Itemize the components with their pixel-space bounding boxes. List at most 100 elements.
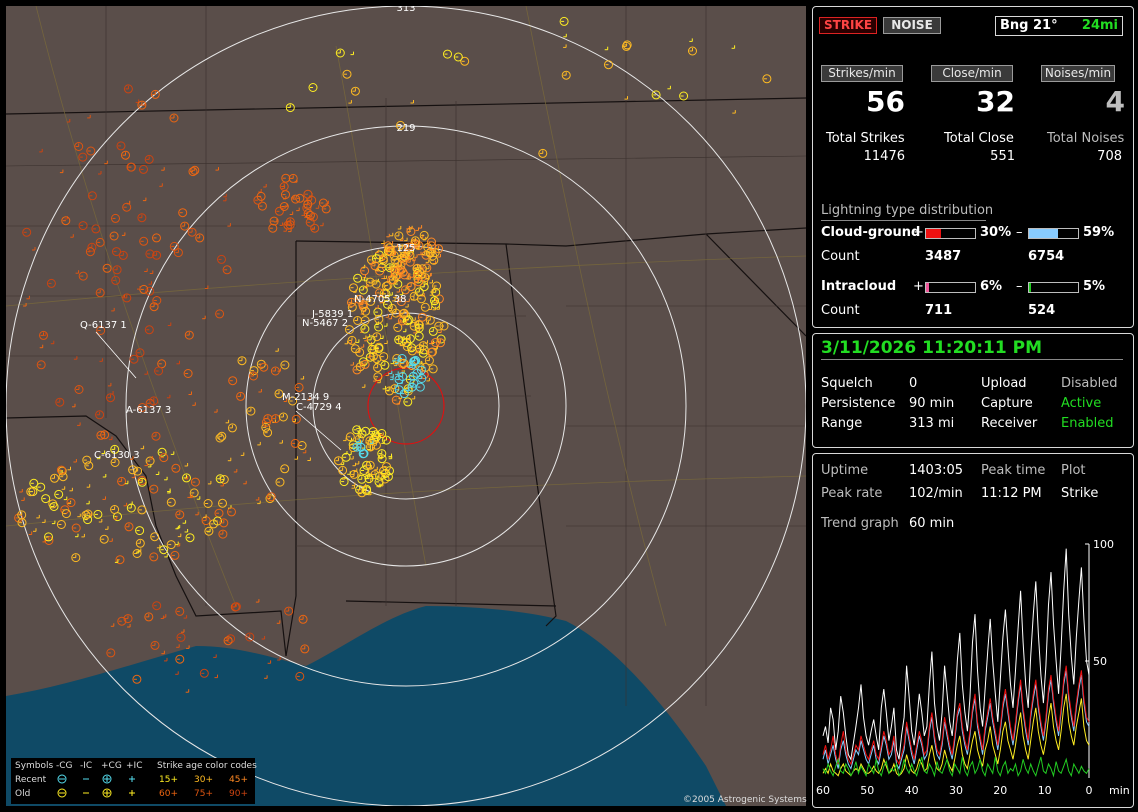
ic-minus-sign: – — [1016, 279, 1023, 294]
strike-marker — [228, 376, 238, 386]
plot-value[interactable]: Strike — [1061, 486, 1099, 501]
strike-marker — [403, 397, 413, 407]
strike-marker — [380, 360, 390, 370]
strike-marker — [49, 502, 59, 511]
strike-marker — [258, 389, 262, 393]
map-canvas[interactable]: 313 219 125 Q-6137 1 N-4705 38 J-5839 1 … — [6, 6, 806, 806]
strike-marker — [217, 431, 227, 441]
strike-marker — [418, 251, 422, 256]
strike-marker — [195, 511, 199, 516]
strike-marker — [318, 198, 328, 208]
strike-marker — [261, 417, 271, 427]
strike-marker — [335, 48, 345, 58]
strike-marker — [71, 553, 81, 563]
strike-marker — [257, 201, 267, 211]
legend-symbols-label: Symbols — [15, 761, 54, 771]
total-noises-label: Total Noises — [1047, 131, 1125, 146]
strike-marker — [59, 169, 64, 174]
strike-marker — [305, 217, 315, 227]
noises-per-min-value: 4 — [1105, 85, 1125, 118]
cg-plus-sign: + — [913, 225, 924, 240]
strike-marker — [390, 376, 394, 381]
trend-graph-value[interactable]: 60 min — [909, 516, 955, 531]
strike-marker — [425, 247, 435, 257]
strike-marker — [55, 397, 65, 407]
strike-marker — [383, 275, 387, 280]
strike-marker — [182, 473, 191, 483]
strike-marker — [395, 371, 399, 375]
strike-marker — [290, 438, 300, 448]
trend-x-label: 30 — [949, 784, 963, 797]
strike-marker — [189, 488, 199, 498]
receiver-value[interactable]: Enabled — [1061, 416, 1114, 431]
strike-marker — [388, 273, 392, 278]
strike-marker — [429, 292, 434, 296]
strike-marker — [36, 360, 46, 370]
strike-marker — [187, 227, 197, 237]
strike-marker — [396, 297, 406, 307]
strike-marker — [186, 645, 190, 649]
distribution-title: Lightning type distribution — [821, 203, 994, 218]
strike-markers[interactable] — [14, 16, 772, 693]
strike-marker — [144, 268, 148, 272]
strike-marker — [156, 544, 161, 549]
strike-marker — [387, 266, 392, 270]
strike-marker — [110, 623, 115, 627]
strike-marker — [137, 505, 147, 515]
strike-marker — [418, 225, 423, 229]
strike-marker — [185, 689, 190, 693]
strike-marker — [50, 473, 59, 483]
strike-marker — [121, 232, 126, 236]
strike-marker — [563, 44, 567, 48]
bearing-box: Bng 21° 24mi — [995, 16, 1123, 36]
trend-x-label: 40 — [905, 784, 919, 797]
strike-marker — [26, 487, 36, 497]
strike-marker — [563, 33, 567, 38]
strike-marker — [361, 306, 371, 316]
strike-marker — [109, 231, 119, 241]
strike-marker — [292, 418, 296, 422]
strike-marker — [624, 96, 628, 100]
strike-marker — [41, 494, 51, 504]
close-per-min-label: Close/min — [931, 65, 1013, 82]
strike-marker — [188, 391, 192, 395]
strike-marker — [240, 452, 245, 456]
strike-marker — [347, 302, 357, 312]
strike-mode-button[interactable]: STRIKE — [819, 17, 877, 34]
cg-positive-pct: 30% — [980, 225, 1012, 240]
strike-marker — [399, 237, 404, 242]
strike-marker — [218, 529, 228, 539]
strike-marker — [81, 533, 85, 538]
strike-marker — [105, 526, 109, 530]
strike-marker — [63, 496, 68, 501]
strike-marker — [417, 264, 427, 274]
strike-marker — [93, 509, 103, 519]
ic-negative-pct: 5% — [1083, 279, 1106, 294]
strike-marker — [82, 455, 92, 465]
strike-marker — [237, 356, 247, 366]
strike-marker — [388, 455, 393, 460]
strike-marker — [382, 435, 391, 445]
strike-marker — [340, 461, 345, 466]
strike-label: C-4729 4 — [296, 402, 342, 413]
strike-marker — [414, 323, 424, 333]
strike-marker — [127, 624, 131, 628]
strike-marker — [122, 293, 132, 303]
strike-marker — [343, 437, 347, 442]
strike-marker — [375, 288, 384, 298]
strike-marker — [169, 241, 179, 251]
noise-mode-button[interactable]: NOISE — [883, 17, 941, 34]
ic-count-label: Count — [821, 303, 860, 318]
strike-marker — [207, 528, 211, 533]
strike-marker — [436, 338, 445, 348]
strike-marker — [298, 614, 308, 624]
strike-marker — [118, 250, 128, 260]
capture-value[interactable]: Active — [1061, 396, 1102, 411]
upload-value[interactable]: Disabled — [1061, 376, 1118, 391]
lightning-map[interactable]: 313 219 125 Q-6137 1 N-4705 38 J-5839 1 … — [6, 6, 806, 806]
strike-marker — [396, 313, 401, 317]
strike-marker — [150, 532, 160, 542]
strike-marker — [402, 318, 406, 322]
strike-marker — [426, 347, 436, 357]
strike-marker — [372, 354, 382, 364]
